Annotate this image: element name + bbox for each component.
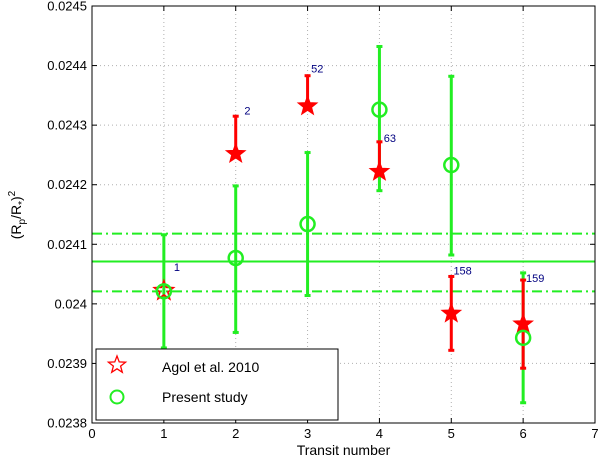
markers [152,94,535,347]
legend-label-present: Present study [162,389,248,405]
annotations: 1 2 52 63 158 159 [174,64,544,285]
error-bars [160,45,527,405]
legend-box [95,348,339,421]
y-tick-label: 0.0239 [47,356,87,371]
y-axis-label: (Rp/R*)2 [7,190,28,239]
x-tick-label: 1 [160,426,167,441]
y-tick-label: 0.0242 [47,177,87,192]
axis-ticks: 0 1 2 3 4 5 6 7 0.0238 0.0239 0.024 0.0241 0.0242 0.0… [47,0,598,441]
y-tick-label: 0.0245 [47,0,87,14]
agol-star-marker [296,94,319,116]
transit-number-annotation: 159 [526,273,544,285]
x-tick-label: 0 [88,426,95,441]
legend-circle-marker [109,389,125,405]
agol-star-marker [512,312,535,334]
x-tick-label: 5 [448,426,455,441]
x-tick-label: 2 [232,426,239,441]
agol-star-marker [368,160,391,181]
present-circle-marker [514,329,532,347]
y-tick-label: 0.0243 [47,118,87,133]
transit-number-annotation: 2 [244,105,250,117]
agol-star-marker [224,142,247,163]
agol-star-marker [440,301,463,323]
legend-star-shape [106,354,128,374]
present-circle-marker [371,101,388,118]
legend: Agol et al. 2010 Present study [95,348,339,421]
x-tick-label: 3 [304,426,311,441]
y-tick-label: 0.0244 [47,58,87,73]
x-tick-label: 4 [376,426,383,441]
x-tick-label: 6 [520,426,527,441]
legend-label-agol: Agol et al. 2010 [162,359,260,375]
transit-number-annotation: 1 [174,262,180,274]
present-circle-marker [227,249,244,267]
present-circle-marker [443,156,460,174]
y-tick-label: 0.024 [54,296,87,311]
present-circle-marker [155,283,173,300]
plot-frame [91,5,596,424]
y-tick-label: 0.0241 [47,237,87,252]
transit-number-annotation: 63 [384,133,396,145]
transit-number-annotation: 158 [453,266,471,278]
legend-star-marker [106,354,128,374]
present-circle-marker [299,215,316,233]
y-tick-label: 0.0238 [47,416,87,431]
x-tick-label: 7 [591,426,598,441]
reference-lines [92,232,595,293]
transit-number-annotation: 52 [311,64,323,76]
x-axis-label: Transit number [297,442,391,458]
